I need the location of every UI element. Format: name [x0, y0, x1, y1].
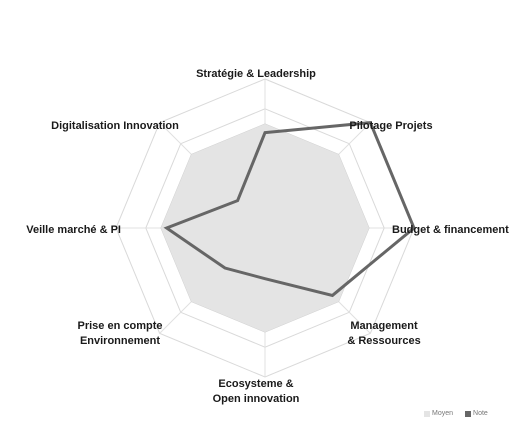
axis-label-3: Budget & financement — [392, 224, 509, 236]
axis-label-4: Management & Ressources — [347, 320, 420, 347]
chart-legend: Moyen Note — [424, 410, 488, 417]
series-area-moyen — [160, 123, 370, 333]
axis-label-5: Ecosysteme & Open innovation — [213, 378, 300, 405]
radar-series — [160, 121, 416, 333]
legend-label-note: Note — [473, 410, 488, 417]
axis-label-1: Stratégie & Leadership — [196, 68, 316, 80]
legend-swatch-moyen — [424, 410, 430, 417]
series-line-note — [163, 121, 416, 298]
axis-label-8: Digitalisation Innovation — [51, 120, 179, 132]
legend-item-moyen: Moyen — [424, 410, 453, 417]
axis-label-7: Veille marché & PI — [26, 224, 121, 236]
radar-axis-labels: Stratégie & Leadership Pilotage Projets Bu… — [26, 68, 509, 405]
legend-label-moyen: Moyen — [432, 410, 454, 417]
axis-label-6: Prise en compte Environnement — [78, 320, 163, 347]
legend-swatch-note — [465, 410, 472, 417]
legend-item-note: Note — [465, 410, 488, 417]
axis-label-2: Pilotage Projets — [349, 120, 432, 132]
